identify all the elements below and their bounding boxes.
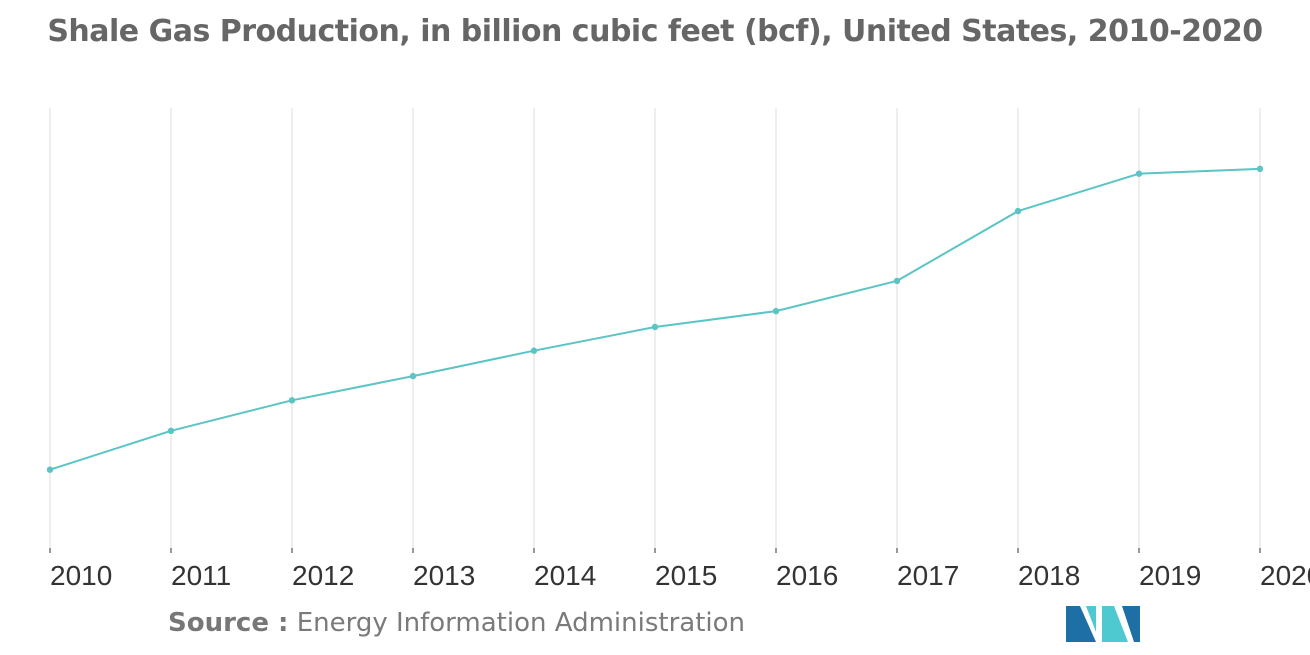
x-tick-label: 2014 bbox=[534, 560, 596, 591]
x-tick-label: 2016 bbox=[776, 560, 838, 591]
source-text: Energy Information Administration bbox=[296, 608, 745, 638]
mordor-intelligence-logo-icon bbox=[1066, 606, 1140, 642]
x-tick-label: 2013 bbox=[413, 560, 475, 591]
x-tick-label: 2012 bbox=[292, 560, 354, 591]
source-note: Source : Energy Information Administrati… bbox=[168, 608, 745, 638]
logo-shape-4 bbox=[1122, 606, 1140, 642]
gridlines bbox=[49, 108, 1261, 548]
logo-shape-3 bbox=[1102, 606, 1128, 642]
data-point-2020 bbox=[1256, 165, 1264, 173]
x-tick-label: 2019 bbox=[1139, 560, 1201, 591]
logo-shape-1 bbox=[1066, 606, 1096, 642]
logo-shape-2 bbox=[1086, 606, 1096, 632]
data-point-2015 bbox=[651, 323, 659, 331]
chart-title: Shale Gas Production, in billion cubic f… bbox=[47, 14, 1263, 49]
series bbox=[46, 165, 1264, 473]
data-point-2017 bbox=[893, 277, 901, 285]
x-tick-label: 2020 bbox=[1260, 560, 1310, 591]
x-tick-label: 2010 bbox=[50, 560, 112, 591]
x-tick-label: 2017 bbox=[897, 560, 959, 591]
data-point-2013 bbox=[409, 372, 417, 380]
data-point-2012 bbox=[288, 397, 296, 404]
x-axis: 2010 2011 2012 2013 2014 2015 2016 2017 2018 2019… bbox=[49, 548, 1310, 591]
data-point-2011 bbox=[167, 427, 175, 435]
source-label: Source : bbox=[168, 608, 289, 638]
data-point-2010 bbox=[46, 466, 54, 473]
data-point-2014 bbox=[530, 347, 538, 354]
data-point-2016 bbox=[772, 307, 780, 315]
data-point-2019 bbox=[1135, 170, 1143, 177]
x-tick-label: 2018 bbox=[1018, 560, 1080, 591]
data-point-2018 bbox=[1014, 207, 1022, 215]
x-tick-label: 2011 bbox=[171, 560, 231, 591]
x-tick-label: 2015 bbox=[655, 560, 717, 591]
